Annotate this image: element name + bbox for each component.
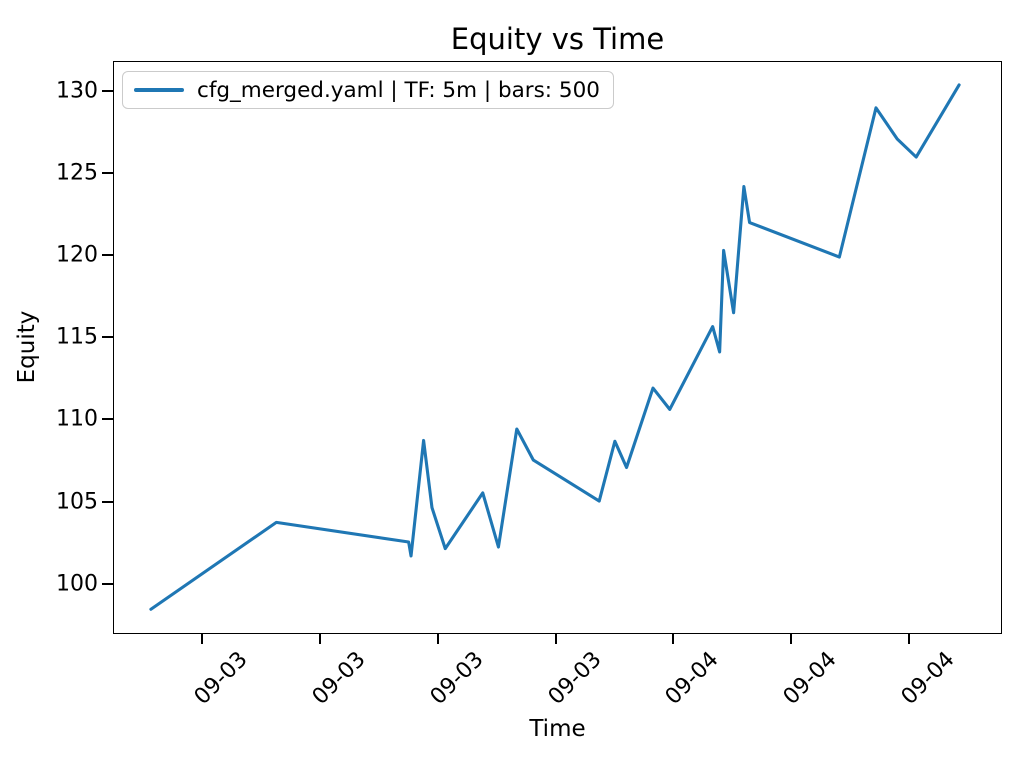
x-tick-mark — [436, 634, 439, 644]
equity-curve — [149, 83, 961, 611]
x-tick-mark — [907, 634, 910, 644]
y-tick-label: 100 — [56, 571, 98, 597]
y-axis-label: Equity — [14, 310, 40, 384]
x-tick-mark — [789, 634, 792, 644]
y-tick-mark — [102, 336, 113, 339]
y-tick-mark — [102, 171, 113, 174]
x-tick-label: 09-03 — [190, 647, 253, 710]
x-axis-label: Time — [529, 716, 586, 742]
y-tick-label: 120 — [56, 242, 98, 268]
x-tick-label: 09-04 — [778, 647, 842, 710]
legend: cfg_merged.yaml | TF: 5m | bars: 500 — [122, 71, 614, 109]
y-tick-label: 115 — [56, 324, 98, 350]
x-tick-label: 09-04 — [661, 647, 724, 710]
x-tick-mark — [201, 634, 204, 644]
y-tick-mark — [102, 582, 113, 585]
x-tick-mark — [672, 634, 675, 644]
legend-line-swatch — [134, 88, 184, 92]
y-tick-label: 125 — [56, 160, 98, 186]
chart-title: Equity vs Time — [450, 22, 665, 56]
x-tick-label: 09-03 — [307, 647, 371, 710]
equity-line-series — [149, 83, 961, 611]
x-tick-mark — [554, 634, 557, 644]
legend-label: cfg_merged.yaml | TF: 5m | bars: 500 — [197, 77, 600, 103]
y-tick-mark — [102, 89, 113, 92]
y-tick-label: 130 — [56, 78, 98, 104]
x-tick-label: 09-03 — [425, 647, 489, 710]
plot-area — [113, 61, 1002, 634]
y-tick-mark — [102, 418, 113, 421]
y-tick-mark — [102, 254, 113, 256]
y-tick-label: 105 — [56, 489, 98, 515]
x-tick-label: 09-04 — [896, 647, 960, 710]
y-tick-mark — [102, 500, 113, 503]
x-tick-mark — [318, 634, 321, 644]
x-tick-label: 09-03 — [543, 647, 607, 710]
y-tick-label: 110 — [56, 406, 98, 432]
